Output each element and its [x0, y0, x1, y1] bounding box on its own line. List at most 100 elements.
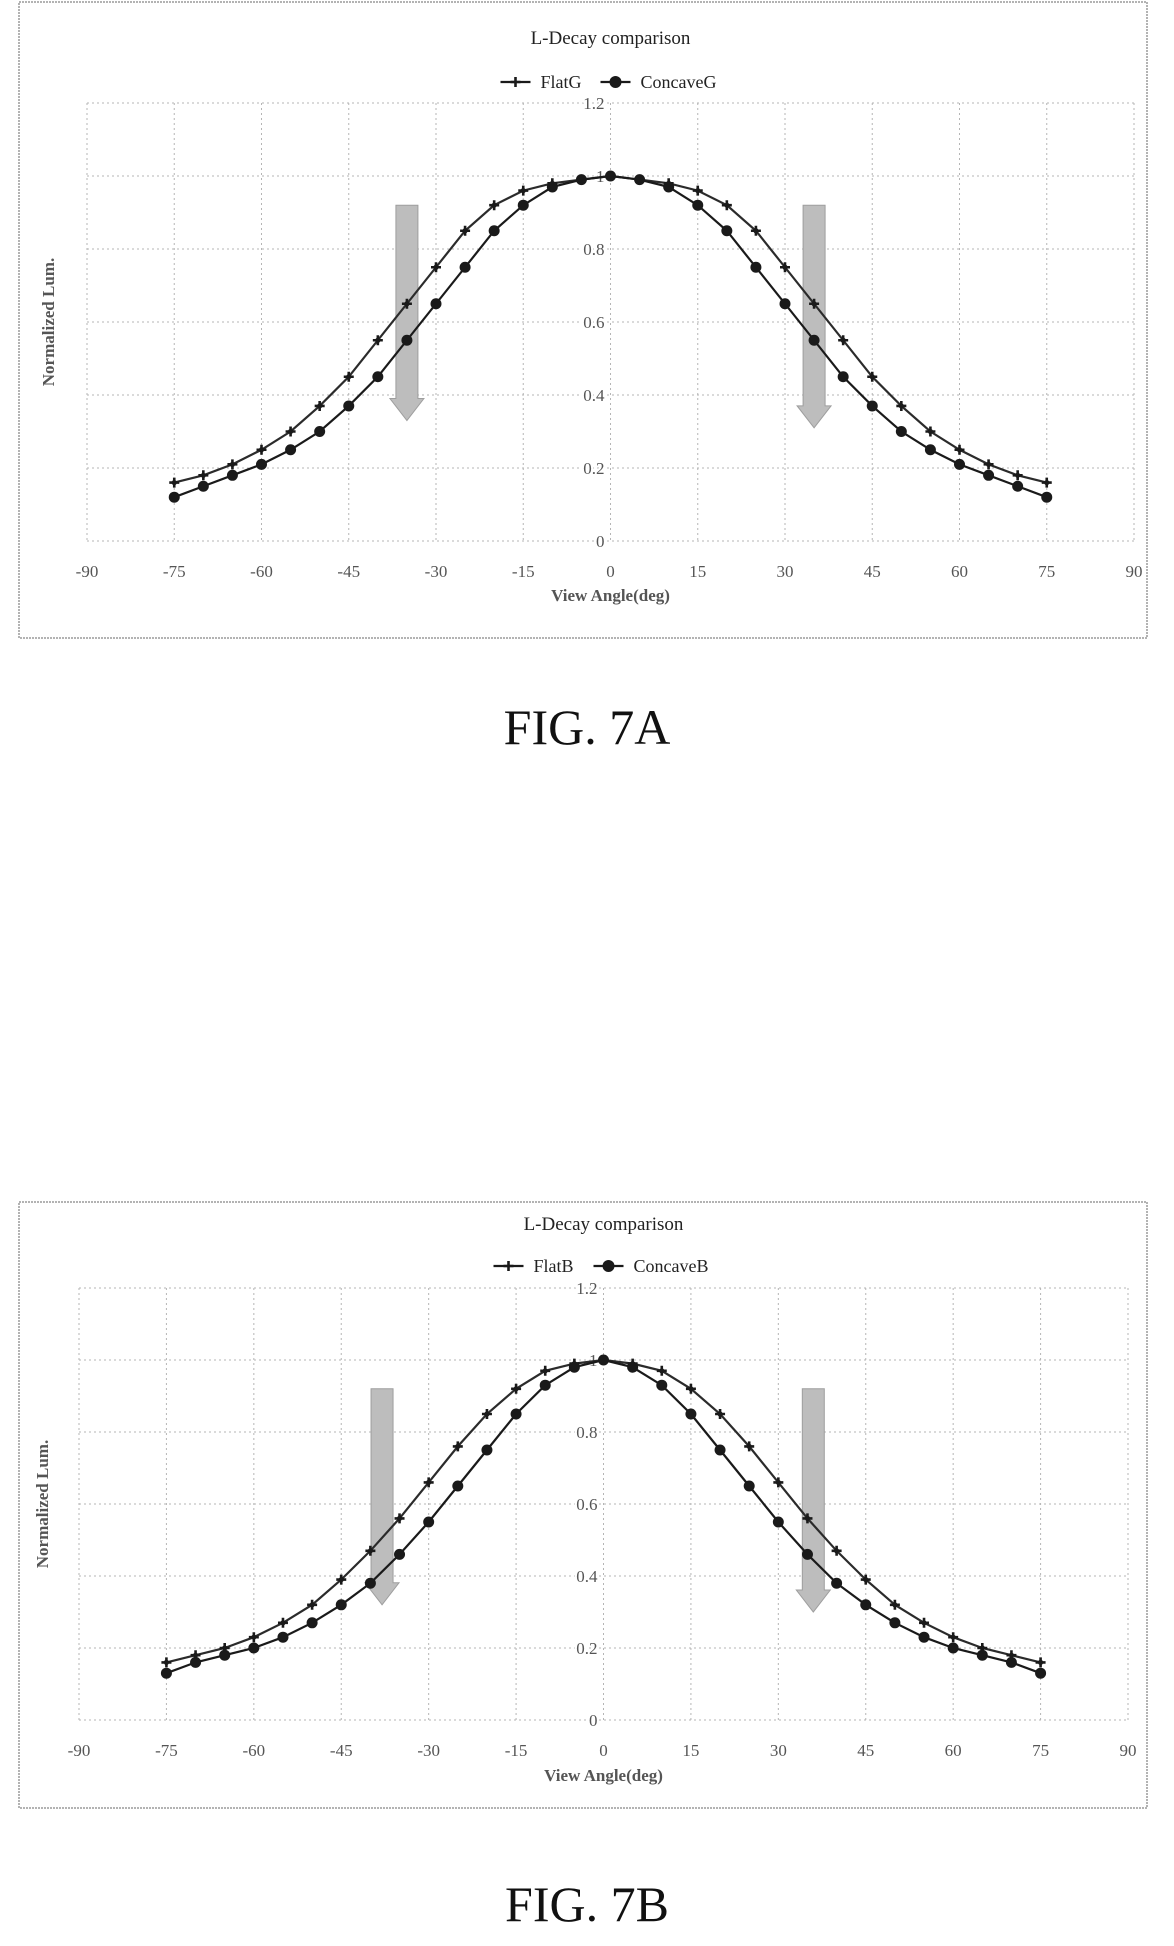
- data-point: [714, 1444, 726, 1456]
- data-point: [160, 1667, 172, 1679]
- data-point-center: [542, 1368, 548, 1374]
- data-point: [248, 1642, 260, 1654]
- decay-arrow: [795, 1388, 832, 1613]
- data-point-center: [396, 1515, 403, 1521]
- data-point: [779, 298, 791, 310]
- chart-frame: [18, 1201, 1148, 1809]
- x-tick-label: -45: [337, 562, 360, 581]
- data-point-center: [317, 403, 323, 409]
- data-point-center: [863, 1577, 869, 1583]
- y-tick-label: 1.2: [583, 94, 604, 113]
- data-point: [634, 174, 646, 186]
- data-point-center: [956, 447, 963, 453]
- x-tick-label: 45: [857, 1741, 874, 1760]
- data-point-center: [309, 1602, 315, 1608]
- data-point: [1012, 480, 1024, 492]
- data-point-center: [367, 1548, 373, 1554]
- y-axis-title: Normalized Lum.: [33, 1440, 52, 1568]
- data-point-center: [513, 1386, 519, 1392]
- x-tick-label: 0: [599, 1741, 608, 1760]
- data-point-center: [455, 1443, 461, 1449]
- data-point: [423, 1516, 435, 1528]
- data-point: [575, 174, 587, 186]
- data-point: [837, 371, 849, 383]
- data-point-center: [921, 1620, 927, 1626]
- data-point-center: [782, 264, 788, 270]
- data-point-center: [375, 337, 381, 343]
- data-point: [452, 1480, 464, 1492]
- data-point: [285, 444, 297, 456]
- decay-arrow: [796, 204, 833, 429]
- data-point: [568, 1361, 580, 1373]
- y-tick-label: 0.6: [576, 1495, 597, 1514]
- data-point: [663, 181, 675, 193]
- data-point-center: [229, 461, 236, 467]
- data-point-center: [688, 1386, 694, 1392]
- data-point-center: [1044, 480, 1050, 486]
- x-axis-title: View Angle(deg): [551, 586, 670, 605]
- y-tick-label: 0.8: [583, 240, 604, 259]
- y-tick-label: 0.2: [583, 459, 604, 478]
- legend-marker: [609, 76, 622, 88]
- chart-title: L-Decay comparison: [531, 28, 691, 49]
- decay-arrow: [388, 204, 425, 422]
- data-point-center: [840, 337, 846, 343]
- x-axis-title: View Angle(deg): [544, 1766, 663, 1785]
- data-point: [510, 1408, 522, 1420]
- y-tick-label: 0: [596, 532, 605, 551]
- x-tick-label: -90: [76, 562, 99, 581]
- data-point-center: [222, 1645, 228, 1651]
- data-point-center: [192, 1652, 199, 1658]
- data-point: [772, 1516, 784, 1528]
- y-tick-label: 0.4: [576, 1567, 598, 1586]
- x-tick-label: 60: [945, 1741, 962, 1760]
- series-ConcaveG: [168, 170, 1053, 503]
- data-point: [918, 1631, 930, 1643]
- gridlines: [78, 1287, 1129, 1721]
- data-point-center: [491, 202, 497, 208]
- data-point: [801, 1548, 813, 1560]
- data-point-center: [338, 1577, 344, 1583]
- data-point: [488, 225, 500, 237]
- y-tick-label: 0.4: [583, 386, 605, 405]
- x-tick-label: 15: [682, 1741, 699, 1760]
- data-point: [627, 1361, 639, 1373]
- data-point-center: [985, 461, 992, 467]
- data-point: [983, 469, 995, 481]
- legend: FlatG ConcaveG: [500, 72, 716, 92]
- x-tick-label: -15: [505, 1741, 528, 1760]
- x-tick-label: -30: [425, 562, 448, 581]
- data-point: [656, 1379, 668, 1391]
- data-point: [197, 480, 209, 492]
- data-point: [947, 1642, 959, 1654]
- data-point: [860, 1599, 872, 1611]
- data-point: [954, 458, 965, 470]
- data-point: [314, 426, 326, 437]
- y-tick-label: 0: [589, 1711, 598, 1730]
- x-tick-label: -60: [250, 562, 273, 581]
- y-tick-label: 0.2: [576, 1639, 597, 1658]
- chart-frame: [18, 1, 1148, 639]
- data-point: [685, 1408, 697, 1420]
- x-tick-label: -45: [330, 1741, 353, 1760]
- data-point: [343, 400, 355, 412]
- data-point-center: [287, 428, 294, 435]
- data-point: [750, 261, 762, 273]
- data-point-center: [163, 1659, 170, 1665]
- data-point-center: [775, 1479, 781, 1485]
- x-tick-label: -30: [417, 1741, 440, 1760]
- data-point-center: [484, 1411, 490, 1417]
- series-ConcaveB: [160, 1354, 1047, 1679]
- series-line: [166, 1358, 1041, 1664]
- data-point: [517, 199, 529, 211]
- data-point-center: [280, 1620, 286, 1626]
- data-point-center: [869, 374, 875, 380]
- data-point: [277, 1631, 289, 1643]
- data-point-center: [1008, 1652, 1015, 1658]
- data-point-center: [426, 1479, 432, 1485]
- x-tick-label: 90: [1126, 562, 1143, 581]
- data-point-center: [462, 228, 468, 234]
- data-point-center: [717, 1411, 723, 1417]
- data-point: [743, 1480, 755, 1492]
- data-point: [866, 400, 878, 412]
